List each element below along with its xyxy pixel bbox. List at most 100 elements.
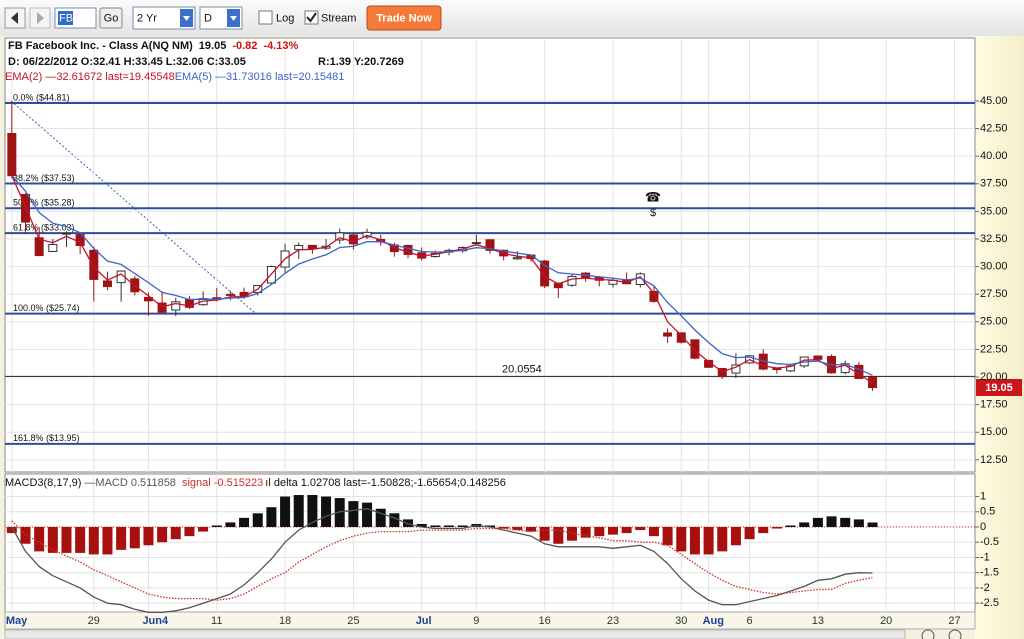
macd-line bbox=[11, 508, 873, 613]
histogram-bar bbox=[662, 527, 673, 546]
stream-label: Stream bbox=[321, 12, 356, 24]
histogram-bar bbox=[539, 527, 550, 541]
histogram-bar bbox=[444, 525, 455, 528]
y-tick-label: 15.00 bbox=[980, 426, 1008, 438]
histogram-bar bbox=[525, 527, 536, 532]
candle-body bbox=[61, 232, 71, 235]
x-tick-label: 11 bbox=[211, 615, 222, 627]
interval-text: D bbox=[204, 12, 212, 24]
log-checkbox[interactable]: Log bbox=[258, 10, 294, 25]
legend-entry: —MACD 0.511858 bbox=[84, 477, 176, 489]
histogram-bar bbox=[853, 519, 864, 528]
change: -0.82 bbox=[232, 40, 257, 52]
x-tick-label: 25 bbox=[347, 615, 359, 627]
candle-body bbox=[717, 368, 727, 378]
candle-body bbox=[89, 249, 99, 280]
candle-body bbox=[362, 231, 372, 238]
x-tick-label: May bbox=[6, 615, 28, 627]
candle-body bbox=[48, 244, 58, 252]
zoom-buttons[interactable] bbox=[921, 629, 962, 639]
histogram-bar bbox=[758, 527, 769, 534]
x-tick-label: 6 bbox=[747, 615, 753, 627]
histogram-bar bbox=[61, 527, 72, 553]
histogram-bar bbox=[293, 495, 304, 528]
histogram-bar bbox=[239, 517, 250, 528]
y-tick-label: -0.5 bbox=[980, 536, 999, 548]
x-axis-strip bbox=[4, 611, 976, 630]
candle-body bbox=[171, 301, 181, 311]
histogram-bar bbox=[116, 527, 127, 550]
title: FB Facebook Inc. - Class A(NQ NM) bbox=[8, 40, 193, 52]
y-tick-label: 17.50 bbox=[980, 399, 1008, 411]
histogram-bar bbox=[321, 496, 332, 528]
ema-line bbox=[11, 175, 873, 376]
histogram-bar bbox=[785, 525, 796, 528]
y-tick-label: -1.5 bbox=[980, 567, 999, 579]
histogram-bar bbox=[334, 498, 345, 528]
histogram-bar bbox=[826, 516, 837, 528]
go-label: Go bbox=[104, 12, 119, 24]
candle-body bbox=[649, 290, 659, 302]
trade-now-button[interactable]: Trade Now bbox=[366, 5, 442, 31]
histogram-bar bbox=[403, 519, 414, 528]
fib-label: 50.0% ($35.28) bbox=[13, 198, 75, 208]
plot: 0.0% ($44.81) 38.2% ($37.53) 50.0% ($35.28… bbox=[5, 38, 979, 613]
histogram-bar bbox=[266, 507, 277, 528]
y-tick-label: -2 bbox=[980, 582, 990, 594]
y-tick-label: 0.5 bbox=[980, 506, 995, 518]
y-tick-label: 37.50 bbox=[980, 178, 1008, 190]
histogram-bar bbox=[594, 527, 605, 537]
y-tick-label: 27.50 bbox=[980, 288, 1008, 300]
stream-checkbox[interactable]: Stream bbox=[304, 10, 356, 25]
histogram-bar bbox=[512, 527, 523, 531]
fib-label: 0.0% ($44.81) bbox=[13, 92, 70, 102]
y-tick-label: 25.00 bbox=[980, 316, 1008, 328]
last-values: last=-1.50828;-1.65654;0.148256 bbox=[344, 477, 506, 489]
y-tick-label: -1 bbox=[980, 551, 990, 563]
trade-now-label: Trade Now bbox=[376, 12, 432, 24]
go-button[interactable]: Go bbox=[99, 7, 123, 29]
macd-title: MACD3(8,17,9) bbox=[5, 477, 81, 489]
histogram-bar bbox=[252, 513, 263, 528]
fib-label: 161.8% ($13.95) bbox=[13, 433, 80, 443]
y-tick-label: 22.50 bbox=[980, 343, 1008, 355]
macd-line bbox=[11, 520, 873, 601]
trend-line bbox=[10, 100, 256, 314]
histogram-bar bbox=[553, 527, 564, 544]
period-text: 2 Yr bbox=[137, 12, 157, 24]
period-select[interactable]: 2 Yr bbox=[132, 6, 196, 30]
event-icon[interactable]: ☎ bbox=[645, 189, 661, 204]
legend-entry: EMA(2) —32.61672 last=19.45548 bbox=[5, 71, 175, 83]
symbol-text: FB bbox=[59, 12, 73, 24]
scrollbar[interactable] bbox=[4, 629, 906, 639]
price-tag-text: 19.05 bbox=[985, 382, 1013, 394]
histogram-bar bbox=[771, 527, 782, 529]
back-button[interactable] bbox=[4, 7, 26, 29]
histogram-bar bbox=[88, 527, 99, 555]
histogram-bar bbox=[416, 523, 427, 528]
y-tick-label: 40.00 bbox=[980, 150, 1008, 162]
histogram-bar bbox=[430, 525, 441, 528]
candle-body bbox=[540, 260, 550, 287]
interval-select[interactable]: D bbox=[199, 6, 243, 30]
candle-body bbox=[471, 242, 481, 245]
forward-button[interactable] bbox=[29, 7, 51, 29]
candle-body bbox=[772, 368, 782, 371]
event-label[interactable]: $ bbox=[650, 207, 656, 219]
x-tick-label: 9 bbox=[473, 615, 479, 627]
histogram-bar bbox=[102, 527, 113, 555]
candle-body bbox=[485, 239, 495, 251]
histogram-bar bbox=[184, 527, 195, 537]
ema-line bbox=[11, 175, 873, 384]
x-tick-label: 23 bbox=[607, 615, 619, 627]
histogram-bar bbox=[648, 527, 659, 537]
histogram-bar bbox=[375, 508, 386, 528]
candle-body bbox=[102, 280, 112, 288]
symbol-input[interactable]: FB bbox=[54, 7, 97, 29]
x-tick-label: 18 bbox=[279, 615, 291, 627]
fib-label: 61.8% ($33.03) bbox=[13, 223, 75, 233]
candle-body bbox=[294, 245, 304, 251]
legend-entry: signal -0.515223 bbox=[182, 477, 263, 489]
x-tick-label: 13 bbox=[812, 615, 824, 627]
candle-body bbox=[663, 332, 673, 337]
